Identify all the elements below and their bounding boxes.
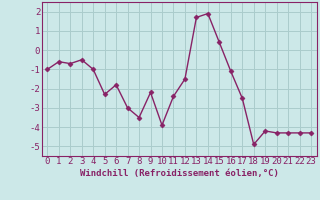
X-axis label: Windchill (Refroidissement éolien,°C): Windchill (Refroidissement éolien,°C) (80, 169, 279, 178)
